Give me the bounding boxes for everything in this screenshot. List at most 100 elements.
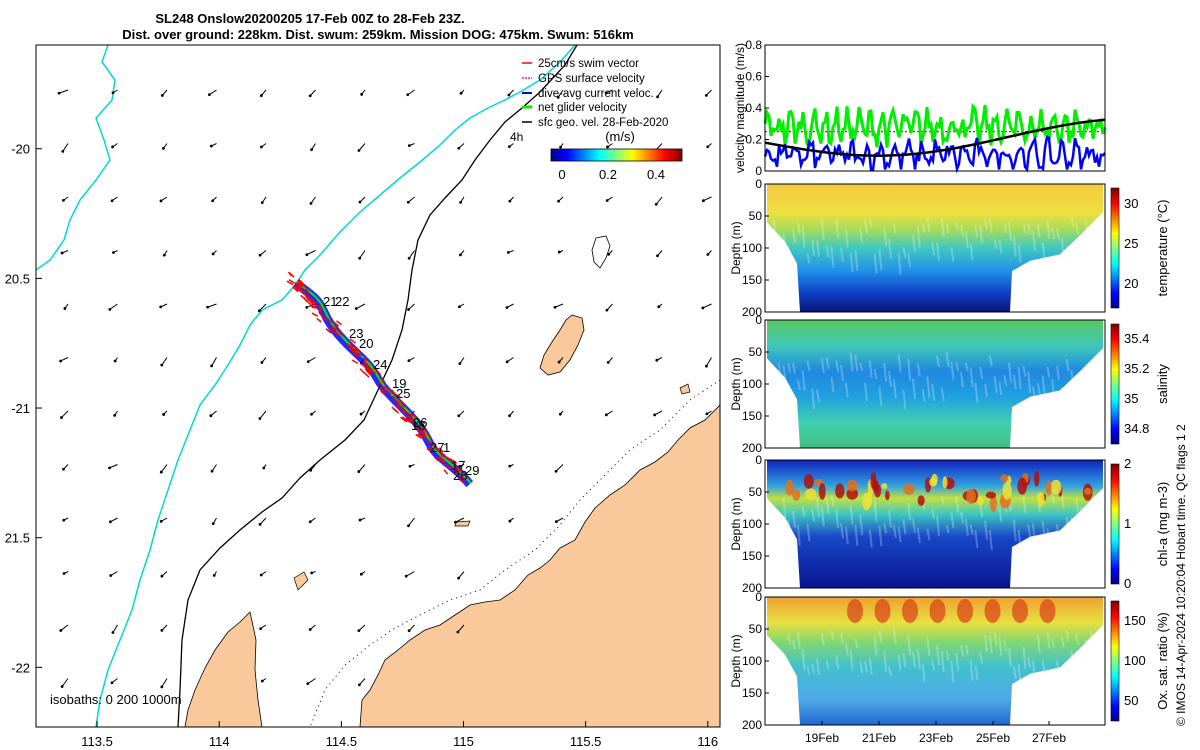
section-texture xyxy=(1094,248,1099,266)
swim-vector xyxy=(313,305,319,310)
colorbar-label: Ox. sat. ratio (%) xyxy=(1155,612,1170,710)
section-texture xyxy=(945,651,950,661)
velocity-arrow-head xyxy=(111,631,115,634)
section-texture xyxy=(955,362,960,372)
sfc-geo-velocity-arrows xyxy=(57,89,712,738)
depth-tick-label: 0 xyxy=(755,590,762,604)
velocity-arrow xyxy=(457,624,465,633)
section-texture xyxy=(912,234,916,252)
section-texture xyxy=(1075,498,1080,513)
swim-vector xyxy=(445,463,452,470)
velocity-arrow xyxy=(164,732,167,736)
section-texture xyxy=(878,525,883,547)
swim-vector xyxy=(351,348,358,355)
velocity-arrow-head xyxy=(62,518,66,522)
legend-geo: sfc geo. vel. 28-Feb-2020 xyxy=(538,117,668,129)
velocity-arrow-head xyxy=(259,94,263,97)
depth-tick-label: 100 xyxy=(742,654,762,668)
section-texture xyxy=(1060,495,1065,509)
section-texture xyxy=(844,228,849,248)
velocity-arrow-head xyxy=(159,305,163,309)
section-texture xyxy=(1036,223,1041,238)
section-texture xyxy=(768,645,772,655)
swim-vector xyxy=(378,381,384,387)
section-texture xyxy=(1032,230,1036,251)
swim-vector xyxy=(400,408,406,415)
velocity-arrow-head xyxy=(706,145,710,149)
section-texture xyxy=(1099,496,1104,515)
velocity-arrow-head xyxy=(507,145,511,148)
velocity-arrow-head xyxy=(358,256,362,260)
section-texture xyxy=(792,640,796,650)
swim-vector xyxy=(325,328,332,334)
colorbar-tick-label: 30 xyxy=(1124,196,1138,211)
section-texture xyxy=(1089,629,1094,649)
legend-dac: dive-avg current veloc. xyxy=(538,88,654,100)
velocity-arrow xyxy=(61,678,69,687)
section-texture xyxy=(1080,507,1084,518)
chl-patch xyxy=(785,479,795,496)
chl-patch xyxy=(1083,487,1092,495)
section-texture xyxy=(1056,228,1060,240)
velocity-arrow-head xyxy=(407,308,410,311)
day-label: 27 xyxy=(430,440,444,455)
swim-vector xyxy=(362,357,368,362)
chl-patch xyxy=(1017,477,1028,495)
map-axis-ticks: 113.5 114 114.5 115 115.5 116 -20 20.5 -21 21.5 -2… xyxy=(5,142,718,749)
section-texture xyxy=(988,529,993,550)
velocity-arrow-head xyxy=(159,199,163,203)
swim-vector xyxy=(309,297,316,304)
swim-vector xyxy=(354,348,359,353)
section-texture xyxy=(1012,665,1017,680)
velocity-tick-label: 0.4 xyxy=(745,101,762,115)
velocity-arrow-head xyxy=(61,149,65,153)
velocity-arrow-head xyxy=(458,362,462,365)
section-texture xyxy=(897,655,902,671)
section-texture xyxy=(964,362,969,372)
section-texture xyxy=(1051,227,1056,240)
day-label: 19 xyxy=(392,376,406,391)
swim-vector xyxy=(362,360,369,366)
section-texture xyxy=(864,382,868,402)
section-texture xyxy=(1089,376,1094,388)
section-texture xyxy=(1041,242,1046,259)
depth-tick-label: 200 xyxy=(742,441,762,455)
day-label: 22 xyxy=(335,294,349,309)
velocity-arrow xyxy=(356,303,366,309)
section-texture xyxy=(892,379,897,399)
velocity-arrow-head xyxy=(305,253,309,257)
section-texture xyxy=(897,253,902,276)
swim-vector xyxy=(442,453,448,459)
velocity-arrow-head xyxy=(60,685,64,688)
velocity-arrow xyxy=(109,303,118,310)
colorbar-tick-2: 0.4 xyxy=(647,167,665,182)
section-x-tick-label: 25Feb xyxy=(976,731,1010,745)
swim-vector xyxy=(336,320,343,326)
velocity-arrow-head xyxy=(113,413,117,417)
day-label: 26 xyxy=(413,415,427,430)
velocity-arrow-head xyxy=(705,412,709,416)
section-texture xyxy=(792,229,796,244)
swim-vector xyxy=(454,470,460,475)
section-texture xyxy=(816,658,820,676)
section-texture xyxy=(782,653,787,666)
section-texture xyxy=(796,222,801,234)
swim-vector xyxy=(297,284,303,289)
velocity-arrow-head xyxy=(360,92,364,96)
section-texture xyxy=(1046,528,1051,548)
section-texture xyxy=(940,388,945,402)
section-texture xyxy=(825,660,830,670)
velocity-arrow-head xyxy=(459,200,462,204)
section-texture xyxy=(1075,634,1080,646)
velocity-arrow xyxy=(310,732,316,738)
swim-vector xyxy=(375,369,382,376)
section-texture xyxy=(816,240,820,257)
section-texture xyxy=(907,358,912,381)
swim-vector xyxy=(304,287,310,294)
map-y-tick-label: 20.5 xyxy=(5,271,30,286)
swim-vector xyxy=(420,425,427,432)
chl-patch xyxy=(835,483,845,499)
velocity-arrow-head xyxy=(258,417,262,420)
velocity-arrow-head xyxy=(113,359,117,363)
